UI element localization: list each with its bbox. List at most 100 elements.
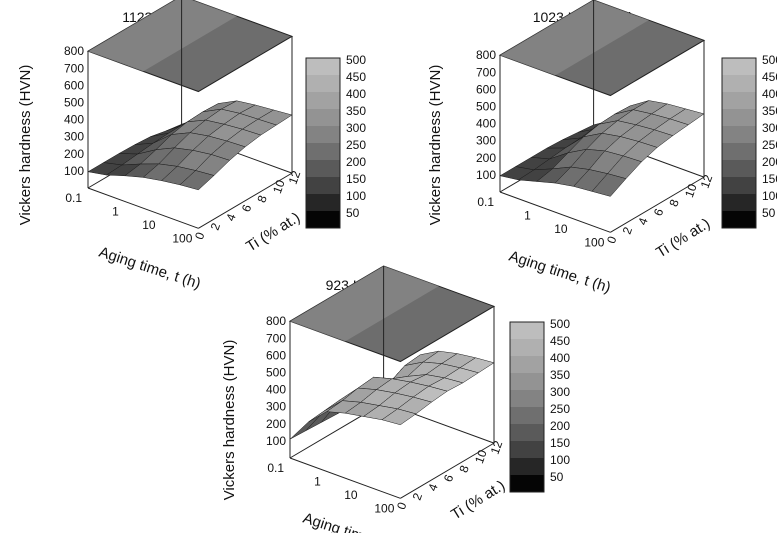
colorbar-label: 150 — [346, 172, 366, 186]
x-tick-label: 0.1 — [267, 461, 284, 475]
colorbar-label: 450 — [346, 70, 366, 84]
colorbar-swatch — [306, 211, 340, 228]
colorbar-label: 500 — [762, 53, 777, 67]
z-tick-label: 700 — [476, 65, 496, 79]
z-tick-label: 600 — [476, 82, 496, 96]
colorbar-swatch — [722, 58, 756, 75]
colorbar-swatch — [510, 339, 544, 356]
colorbar-label: 50 — [346, 206, 360, 220]
colorbar-swatch — [510, 390, 544, 407]
y-axis-label: Ti (% at.) — [653, 215, 713, 261]
colorbar-label: 100 — [762, 189, 777, 203]
x-axis-line — [499, 191, 611, 233]
z-axis-label: Vickers hardness (HVN) — [221, 340, 238, 501]
z-tick-label: 600 — [64, 78, 84, 92]
y-tick-label: 4 — [425, 482, 441, 493]
surface-cell — [381, 408, 417, 426]
z-tick-label: 700 — [266, 331, 286, 345]
colorbar-label: 350 — [550, 368, 570, 382]
y-tick-label: 8 — [456, 463, 472, 474]
x-axis-line — [87, 187, 199, 229]
colorbar-swatch — [722, 109, 756, 126]
y-tick-label: 10 — [270, 178, 288, 196]
z-tick-label: 200 — [64, 147, 84, 161]
z-tick-label: 100 — [266, 434, 286, 448]
colorbar-swatch — [722, 177, 756, 194]
colorbar-swatch — [306, 109, 340, 126]
x-tick-label: 100 — [172, 231, 192, 245]
y-tick-label: 6 — [441, 472, 457, 483]
z-tick-label: 400 — [64, 113, 84, 127]
x-axis-label: Aging time, t (h) — [97, 244, 203, 293]
y-axis-line — [198, 172, 293, 229]
colorbar-frame — [509, 321, 545, 493]
colorbar-label: 250 — [346, 138, 366, 152]
colorbar-swatch — [510, 424, 544, 441]
colorbar-label: 50 — [550, 470, 564, 484]
colorbar-label: 500 — [346, 53, 366, 67]
x-tick-label: 10 — [554, 222, 568, 236]
surface-panel-1023k: 1023 K (750 °C) Vickers hardness (HVN) A… — [427, 0, 777, 297]
colorbar-swatch — [510, 373, 544, 390]
y-tick-label: 2 — [410, 491, 426, 502]
colorbar-label: 200 — [550, 419, 570, 433]
colorbar-label: 400 — [762, 87, 777, 101]
z-tick-label: 800 — [266, 314, 286, 328]
y-axis-label: Ti (% at.) — [243, 209, 303, 255]
y-tick-label: 8 — [254, 193, 270, 204]
colorbar-swatch — [510, 356, 544, 373]
colorbar-label: 300 — [346, 121, 366, 135]
y-tick-label: 6 — [651, 206, 667, 217]
colorbar-swatch — [306, 160, 340, 177]
surface-cell — [179, 170, 215, 191]
colorbar-swatch — [722, 126, 756, 143]
colorbar-label: 450 — [550, 334, 570, 348]
z-tick-label: 800 — [64, 44, 84, 58]
colorbar-label: 150 — [550, 436, 570, 450]
colorbar-swatch — [510, 475, 544, 492]
colorbar-label: 350 — [346, 104, 366, 118]
colorbar-frame — [305, 57, 341, 229]
y-tick-label: 8 — [666, 197, 682, 208]
colorbar-label: 350 — [762, 104, 777, 118]
z-tick-label: 300 — [64, 130, 84, 144]
colorbar-label: 200 — [762, 155, 777, 169]
x-axis-label: Aging time, t (h) — [507, 248, 613, 297]
x-tick-label: 0.1 — [477, 195, 494, 209]
y-tick-label: 2 — [620, 225, 636, 236]
colorbar-swatch — [306, 126, 340, 143]
colorbar-swatch — [306, 177, 340, 194]
y-tick-label: 4 — [223, 212, 239, 223]
z-tick-label: 100 — [64, 164, 84, 178]
colorbar-swatch — [510, 441, 544, 458]
top-contour-band — [88, 0, 237, 72]
y-axis-line — [400, 442, 495, 499]
z-tick-label: 600 — [266, 348, 286, 362]
colorbar-label: 450 — [762, 70, 777, 84]
colorbar-label: 150 — [762, 172, 777, 186]
x-tick-label: 100 — [374, 501, 394, 515]
colorbar-swatch — [306, 194, 340, 211]
z-axis-label: Vickers hardness (HVN) — [17, 65, 34, 226]
y-tick-label: 10 — [472, 448, 490, 466]
y-tick-label: 0 — [394, 500, 410, 511]
colorbar-swatch — [722, 160, 756, 177]
top-contour-band — [290, 266, 439, 342]
x-tick-label: 1 — [524, 208, 531, 222]
x-tick-label: 10 — [344, 488, 358, 502]
colorbar-label: 400 — [346, 87, 366, 101]
colorbar-label: 200 — [346, 155, 366, 169]
colorbar-swatch — [306, 75, 340, 92]
colorbar-swatch — [722, 211, 756, 228]
colorbar-swatch — [722, 92, 756, 109]
z-tick-label: 300 — [266, 400, 286, 414]
y-axis-label: Ti (% at.) — [448, 477, 508, 523]
y-tick-label: 2 — [208, 221, 224, 232]
colorbar-label: 100 — [550, 453, 570, 467]
z-tick-label: 400 — [266, 383, 286, 397]
colorbar-label: 400 — [550, 351, 570, 365]
z-tick-label: 300 — [476, 134, 496, 148]
colorbar-label: 250 — [550, 402, 570, 416]
z-tick-label: 200 — [476, 151, 496, 165]
